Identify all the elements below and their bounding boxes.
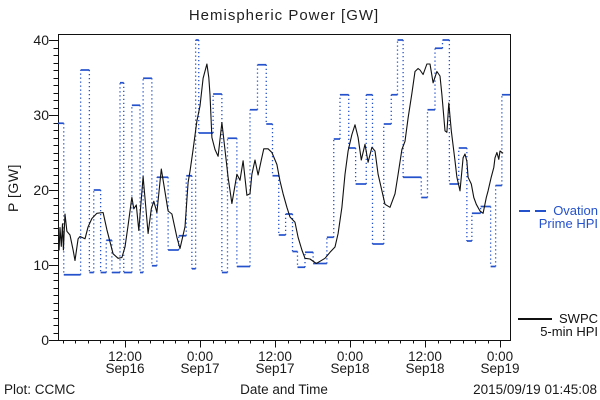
x-tick-date: Sep17	[255, 360, 295, 376]
swpc-line-icon	[518, 318, 552, 321]
chart-title: Hemispheric Power [GW]	[188, 7, 380, 24]
x-tick-label: 12:00 Sep16	[93, 349, 157, 376]
ovation-dash-icon	[519, 210, 531, 213]
ovation-prime-hpi-series	[58, 39, 510, 276]
x-tick-date: Sep17	[180, 360, 220, 376]
x-tick-time: 0:00	[486, 349, 514, 364]
x-tick-date: Sep18	[330, 360, 370, 376]
swpc-5min-hpi-line	[58, 63, 504, 265]
y-tick-label: 30	[33, 107, 49, 123]
x-tick-time: 12:00	[408, 349, 442, 364]
legend-ovation-line2: Prime HPI	[538, 215, 598, 231]
x-tick-label: 12:00 Sep17	[243, 349, 307, 376]
plot-credit: Plot: CCMC	[4, 382, 76, 397]
legend-ovation-prime-hpi: Ovation Prime HPI	[506, 203, 598, 231]
legend-swpc-line1: SWPC	[559, 311, 598, 326]
y-tick-label: 10	[33, 257, 49, 273]
y-tick-label: 40	[33, 32, 49, 48]
ovation-dash-icon	[535, 210, 547, 213]
legend-ovation-line1: Ovation	[553, 203, 598, 218]
generation-timestamp: 2015/09/19 01:45:08	[473, 382, 597, 397]
x-tick-date: Sep19	[480, 360, 520, 376]
x-tick-time: 12:00	[258, 349, 292, 364]
x-tick-label: 0:00 Sep17	[168, 349, 232, 376]
legend-swpc-5min-hpi: SWPC 5-min HPI	[506, 311, 598, 339]
x-tick-date: Sep18	[405, 360, 445, 376]
x-tick-label: 12:00 Sep18	[393, 349, 457, 376]
x-tick-time: 12:00	[108, 349, 142, 364]
y-tick-label: 0	[41, 332, 49, 348]
x-tick-time: 0:00	[336, 349, 364, 364]
y-tick-label: 20	[33, 182, 49, 198]
legend-swpc-line2: 5-min HPI	[540, 323, 598, 339]
x-tick-date: Sep16	[105, 360, 145, 376]
x-axis-label: Date and Time	[240, 382, 328, 397]
plot-border	[58, 34, 511, 341]
x-tick-label: 0:00 Sep18	[318, 349, 382, 376]
x-tick-label: 0:00 Sep19	[468, 349, 532, 376]
x-tick-time: 0:00	[186, 349, 214, 364]
